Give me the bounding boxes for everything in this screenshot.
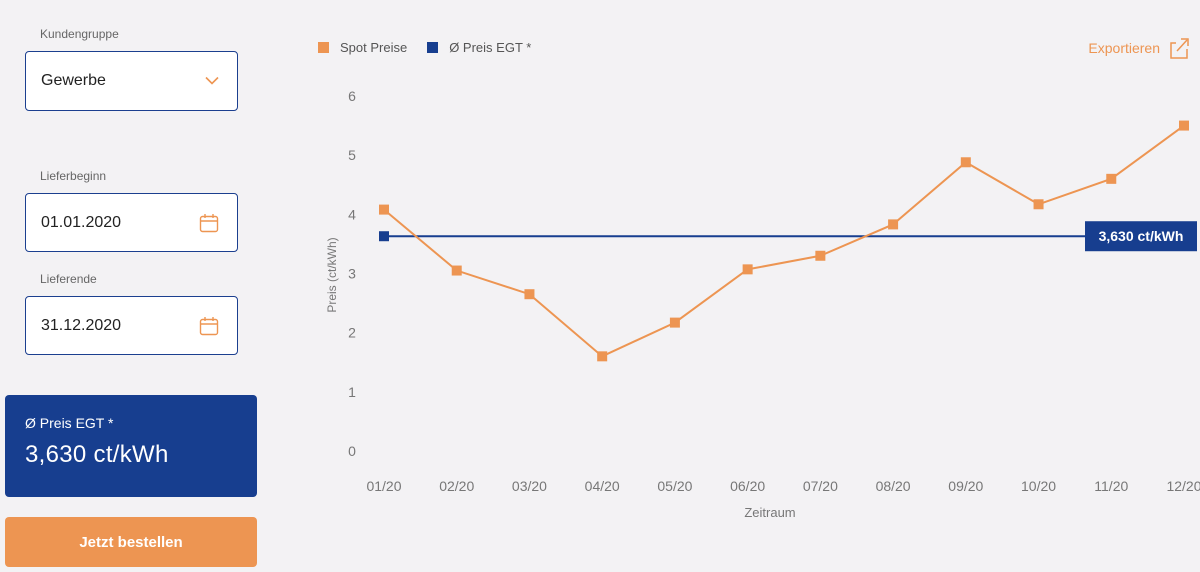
end-date-label: Lieferende [40,272,97,286]
end-date-field[interactable]: 31.12.2020 [25,296,238,355]
legend-item-spot[interactable]: Spot Preise [318,40,407,55]
spot-price-point [379,204,389,215]
legend-item-avg[interactable]: Ø Preis EGT * [427,40,531,55]
spot-price-line [383,124,1185,358]
start-date-field[interactable]: 01.01.2020 [25,193,238,252]
x-tick-label: 08/20 [876,478,911,494]
x-tick-label: 10/20 [1021,478,1056,494]
spot-price-point [597,351,608,362]
x-tick-label: 01/20 [366,478,401,494]
y-tick-label: 5 [348,147,356,163]
x-tick-label: 12/20 [1166,478,1200,494]
y-axis-title: Preis (ct/kWh) [325,237,339,312]
spot-price-point [524,289,535,300]
spot-price-point [888,219,899,230]
y-tick-label: 0 [348,443,356,459]
spot-price-point [451,265,462,276]
y-tick-label: 6 [348,88,356,104]
y-tick-label: 3 [348,266,356,282]
end-date-value: 31.12.2020 [41,316,122,334]
y-tick-label: 2 [348,325,356,341]
spot-price-point [1106,173,1117,184]
y-tick-label: 1 [348,384,356,400]
x-tick-label: 03/20 [512,478,547,494]
legend-swatch-spot [318,42,329,53]
x-tick-label: 04/20 [585,478,620,494]
average-point [379,231,389,242]
customer-group-label: Kundengruppe [40,27,119,41]
customer-group-value: Gewerbe [41,72,106,89]
x-tick-label: 11/20 [1094,478,1128,494]
average-price-label: Ø Preis EGT * [25,415,114,431]
spot-price-point [815,250,826,261]
x-tick-label: 07/20 [803,478,838,494]
spot-price-point [1179,120,1189,131]
x-tick-label: 05/20 [657,478,692,494]
x-tick-label: 02/20 [439,478,474,494]
legend-label-avg: Ø Preis EGT * [449,40,532,55]
legend-label-spot: Spot Preise [340,40,408,55]
spot-price-point [1033,199,1044,210]
customer-group-select[interactable]: Gewerbe [25,51,238,111]
legend-swatch-avg [427,42,439,53]
start-date-value: 01.01.2020 [41,213,122,231]
average-value-tag-label: 3,630 ct/kWh [1099,228,1184,244]
share-icon [1170,38,1189,59]
start-date-label: Lieferbeginn [40,169,107,183]
spot-price-point [960,157,971,168]
average-value-tag [1085,221,1197,252]
chevron-down-icon [205,76,219,86]
average-price-value: 3,630 ct/kWh [25,441,169,468]
spot-price-point [669,317,680,328]
x-axis-title: Zeitraum [744,505,795,520]
calendar-icon[interactable] [199,213,219,233]
export-button[interactable]: Exportieren [1088,36,1190,60]
y-tick-label: 4 [348,206,356,222]
x-tick-label: 06/20 [730,478,765,494]
order-button[interactable]: Jetzt bestellen [5,517,257,567]
export-label: Exportieren [1088,40,1160,56]
spot-price-point [742,264,753,275]
average-price-card: Ø Preis EGT * 3,630 ct/kWh [5,395,257,497]
x-tick-label: 09/20 [948,478,983,494]
calendar-icon[interactable] [199,316,219,336]
chart-legend: Spot Preise Ø Preis EGT * [318,40,551,55]
